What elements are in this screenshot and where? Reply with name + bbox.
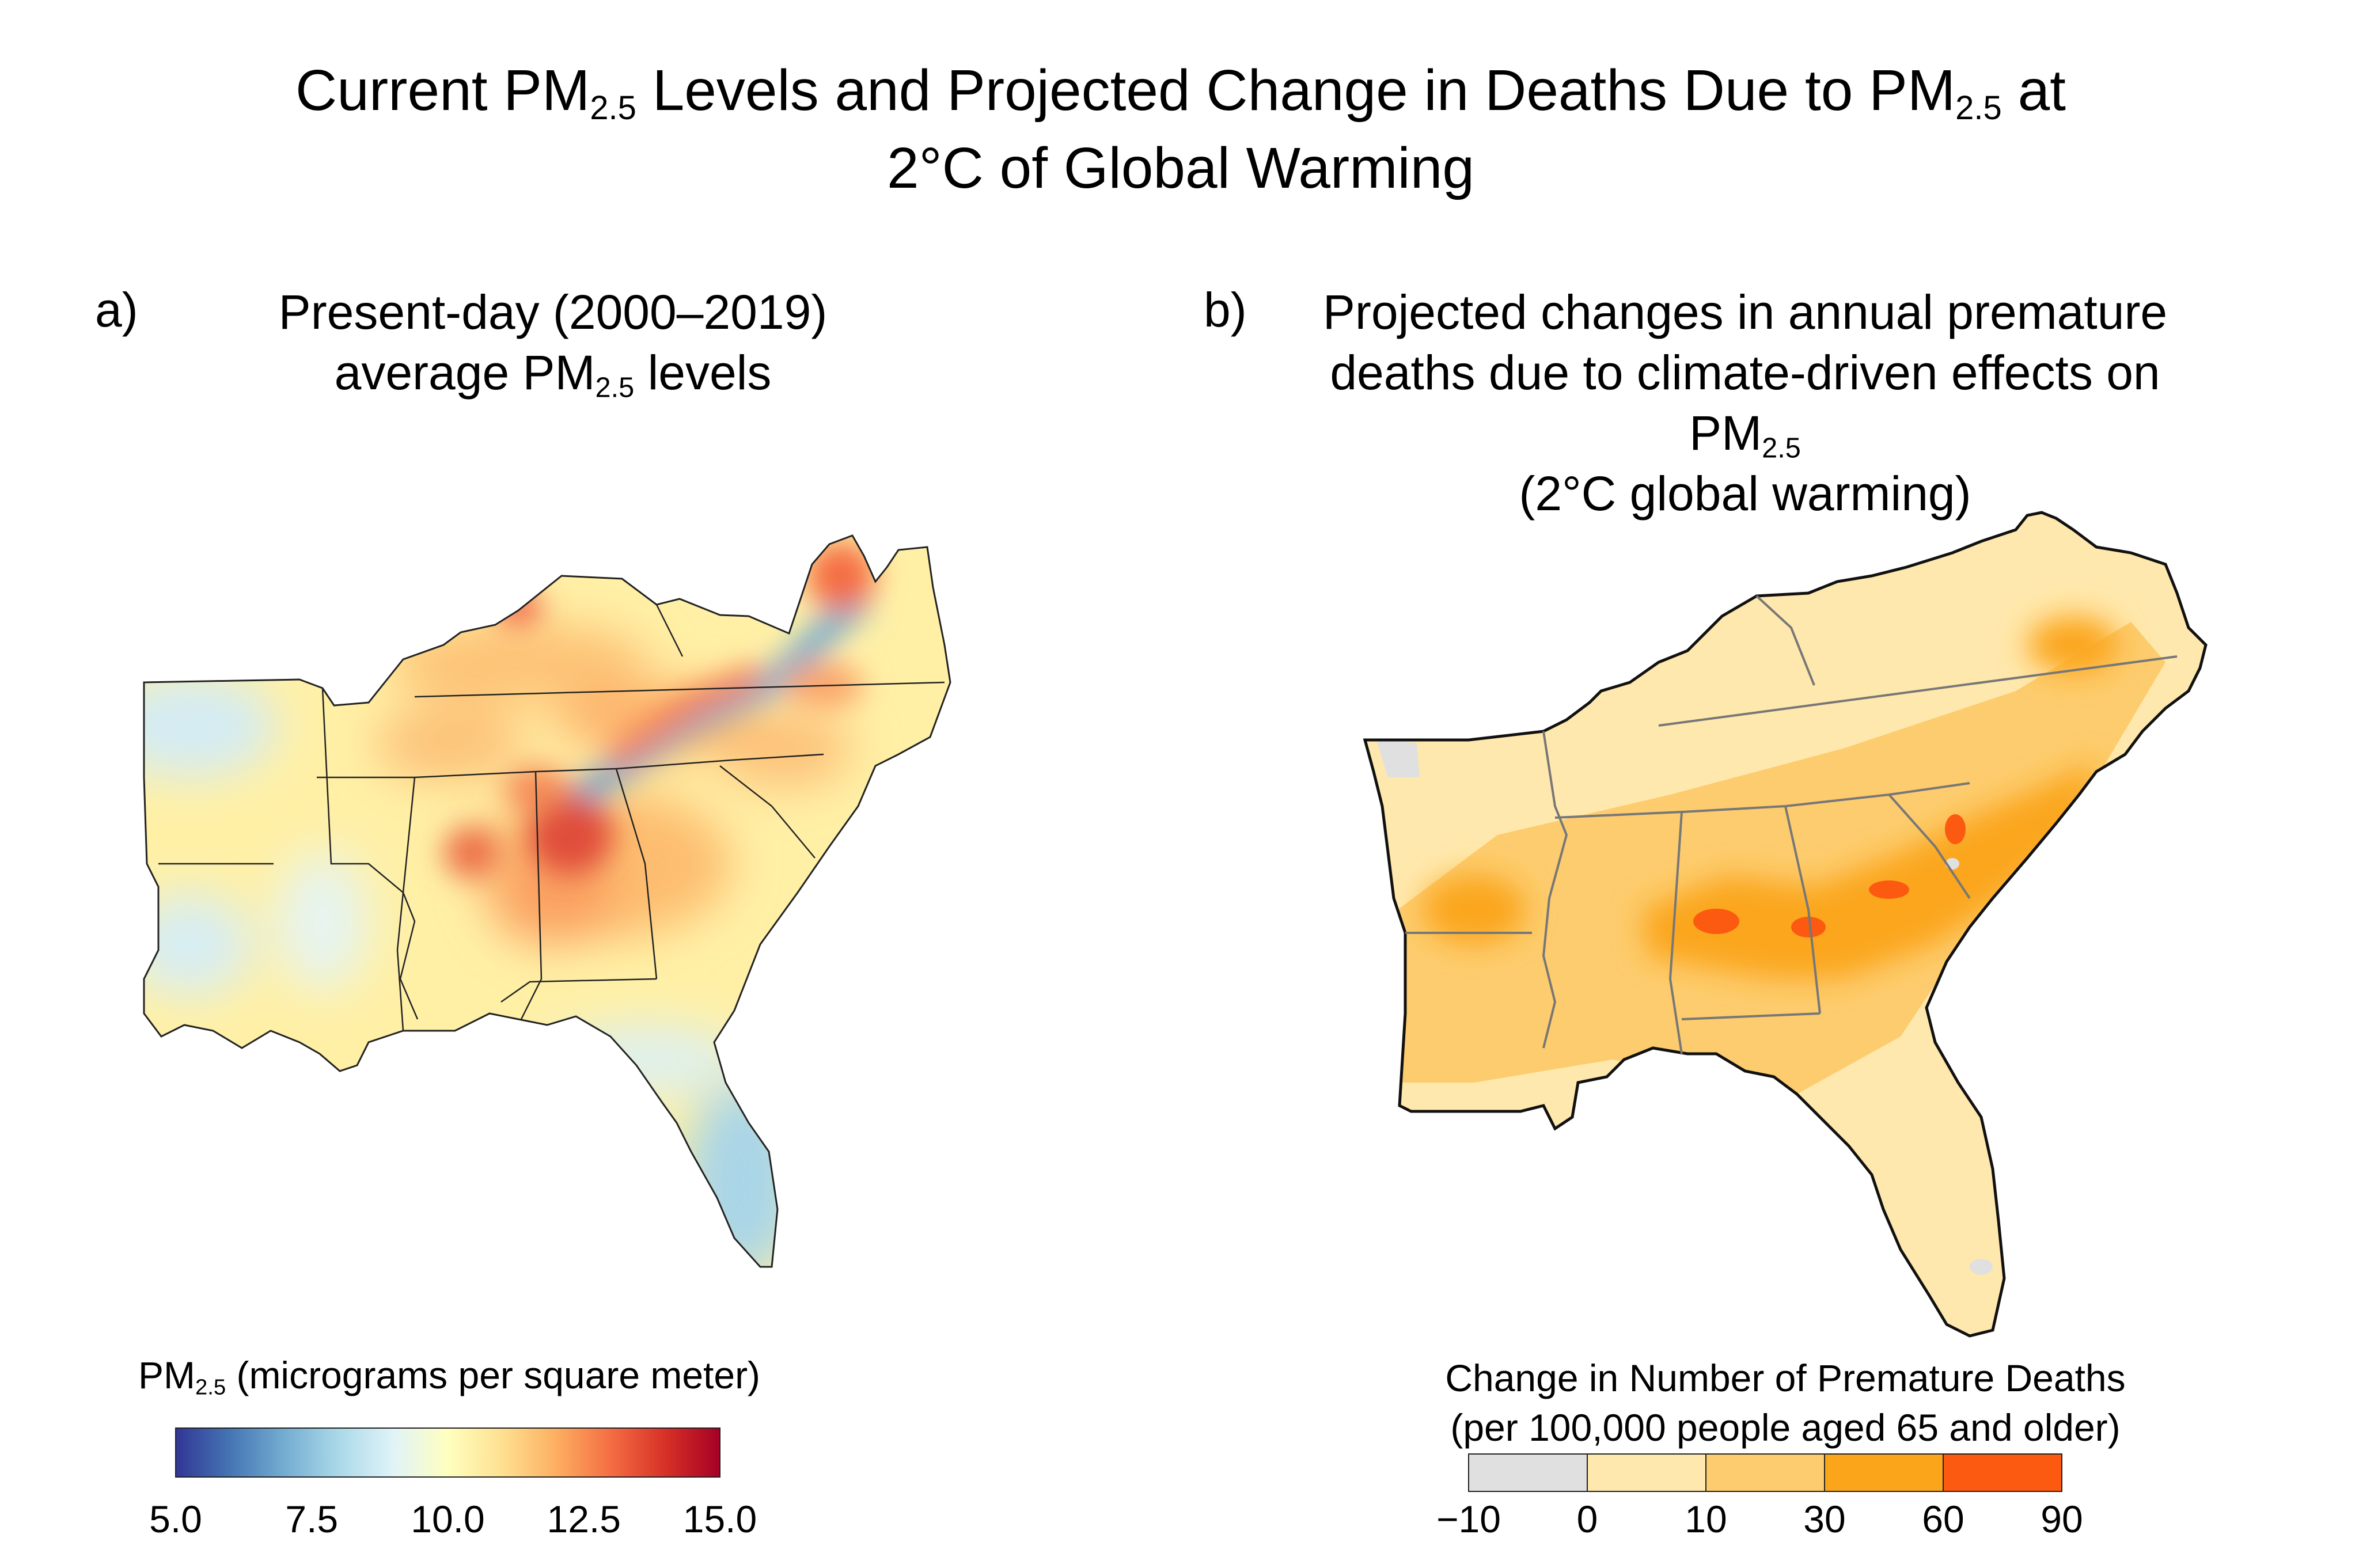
deaths-tick-label: 60: [1922, 1498, 1964, 1540]
panel-b-title-line3: (2°C global warming): [1519, 466, 1971, 521]
pm-tick-label: 5.0: [149, 1498, 202, 1540]
deaths-legend-title-line2: (per 100,000 people aged 65 and older): [1450, 1406, 2121, 1449]
pm-tick-label: 10.0: [411, 1498, 485, 1540]
figure-title-subscript-1: 2.5: [590, 89, 636, 127]
figure-title: Current PM2.5 Levels and Projected Chang…: [115, 52, 2246, 207]
panel-b-title: Projected changes in annual premature de…: [1284, 282, 2206, 524]
deaths-colorbar-segment: [1943, 1453, 2062, 1492]
pm-colorbar-bar: [175, 1427, 720, 1478]
deaths-legend-title: Change in Number of Premature Deaths (pe…: [1325, 1353, 2246, 1452]
panel-b-title-subscript: 2.5: [1762, 432, 1801, 464]
panel-b-map: [1359, 507, 2212, 1342]
deaths-tick-label: 10: [1685, 1498, 1727, 1540]
panel-a-title-text-end: levels: [634, 346, 772, 400]
panel-a-title-line2: average PM2.5 levels: [207, 343, 898, 403]
figure-title-line2: 2°C of Global Warming: [887, 136, 1474, 200]
deaths-colorbar-segment: [1705, 1453, 1825, 1492]
deaths-tick-label: 0: [1576, 1498, 1598, 1540]
deaths-colorbar-segment: [1468, 1453, 1588, 1492]
panel-b-title-text: deaths due to climate-driven effects on …: [1330, 346, 2160, 460]
panel-a-title-text: average PM: [334, 346, 596, 400]
panel-a-title-line1: Present-day (2000–2019): [278, 285, 828, 339]
pm-legend-title-subscript: 2.5: [195, 1375, 226, 1400]
panel-b-letter: b): [1204, 283, 1247, 337]
deaths-colorbar-segment: [1587, 1453, 1706, 1492]
panel-b-title-line1: Projected changes in annual premature: [1322, 285, 2168, 339]
figure-title-subscript-2: 2.5: [1955, 89, 2002, 127]
pm-tick-label: 15.0: [682, 1498, 757, 1540]
panel-b-title-line2: deaths due to climate-driven effects on …: [1284, 343, 2206, 464]
panel-a-title-subscript: 2.5: [595, 372, 635, 404]
deaths-legend-title-line1: Change in Number of Premature Deaths: [1445, 1357, 2126, 1399]
pm-legend-title: PM2.5 (micrograms per square meter): [92, 1350, 806, 1400]
figure-title-text-2: Levels and Projected Change in Deaths Du…: [636, 58, 1956, 123]
deaths-colorbar-segment: [1824, 1453, 1944, 1492]
figure-title-text-3: at: [2001, 58, 2066, 123]
figure-title-text-1: Current PM: [295, 58, 590, 123]
deaths-tick-label: 90: [2041, 1498, 2083, 1540]
deaths-colorbar: [1468, 1453, 2062, 1492]
pm-legend-title-units: (micrograms per square meter): [226, 1354, 761, 1396]
pm-colorbar: [175, 1427, 720, 1478]
pm-tick-label: 7.5: [285, 1498, 339, 1540]
deaths-tick-label: 30: [1803, 1498, 1846, 1540]
panel-a-title: Present-day (2000–2019) average PM2.5 le…: [207, 282, 898, 403]
figure-title-line1: Current PM2.5 Levels and Projected Chang…: [115, 52, 2246, 130]
panel-a-letter: a): [95, 283, 138, 337]
pm-tick-label: 12.5: [547, 1498, 621, 1540]
panel-a-map: [143, 534, 951, 1268]
pm-legend-title-text: PM: [138, 1354, 195, 1396]
deaths-tick-label: −10: [1436, 1498, 1501, 1540]
